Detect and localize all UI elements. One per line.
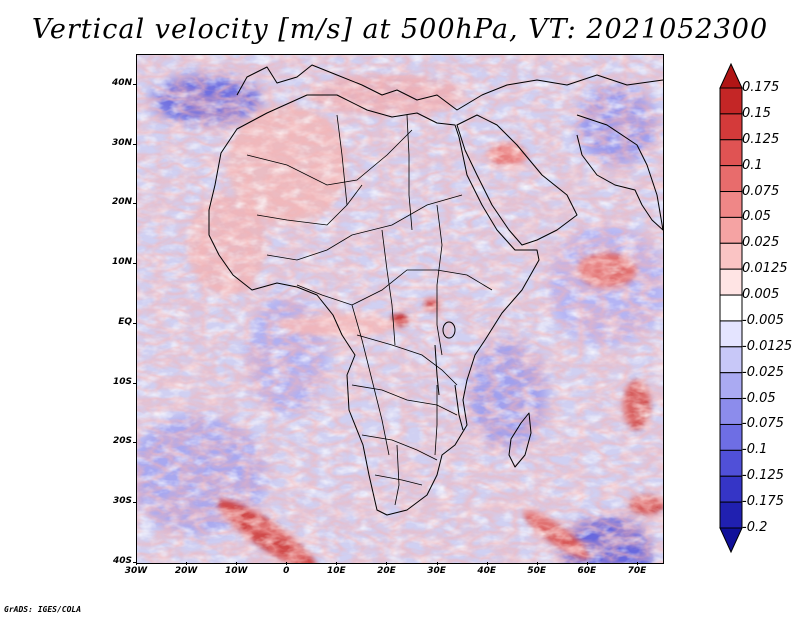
colorbar-level-label: 0.05 — [742, 209, 771, 225]
lon-tick-label: 0 — [283, 566, 290, 576]
colorbar-level-label: -0.2 — [742, 520, 768, 535]
lat-tick-label: EQ — [118, 316, 132, 327]
lat-tick-mark — [133, 83, 136, 85]
colorbar-box — [719, 268, 743, 296]
colorbar-top-arrow — [719, 62, 743, 89]
lon-tick-mark — [136, 562, 137, 565]
colorbar-level-label: 0.125 — [742, 131, 780, 147]
lon-tick-label: 10E — [327, 566, 346, 576]
lat-tick-mark — [133, 322, 136, 324]
lon-tick-mark — [286, 562, 288, 565]
map-plot-area — [136, 54, 664, 564]
colorbar-level-label: 0.075 — [742, 183, 780, 199]
colorbar-box — [719, 242, 743, 270]
lat-tick-label: 10S — [112, 376, 132, 387]
lon-tick-mark — [586, 562, 588, 565]
lon-tick-label: 30E — [427, 566, 446, 576]
colorbar-box — [719, 346, 743, 374]
lat-tick-mark — [133, 562, 136, 563]
colorbar-box — [719, 216, 743, 244]
colorbar-level-label: -0.005 — [742, 312, 784, 328]
red-streak-texture — [137, 55, 663, 563]
lon-tick-mark — [336, 562, 338, 565]
lon-tick-mark — [386, 562, 388, 565]
colorbar-level-label: -0.175 — [742, 494, 784, 510]
colorbar-level-label: -0.1 — [742, 442, 768, 458]
colorbar-box — [719, 113, 743, 141]
lon-tick-label: 20E — [377, 566, 396, 576]
lon-tick-label: 50E — [527, 566, 547, 576]
lon-tick-label: 20W — [174, 566, 198, 576]
lat-tick-label: 20N — [111, 197, 132, 208]
lat-tick-label: 30S — [112, 496, 132, 507]
colorbar-bottom-arrow — [719, 527, 743, 554]
lat-tick-label: 20S — [112, 436, 132, 447]
colorbar-level-label: -0.025 — [742, 364, 784, 380]
lon-tick-label: 60E — [577, 566, 597, 576]
lat-tick-mark — [133, 502, 136, 504]
velocity-field-map — [137, 55, 663, 563]
colorbar-level-label: -0.075 — [742, 416, 784, 432]
lon-tick-mark — [436, 562, 438, 565]
colorbar-level-label: -0.0125 — [742, 338, 793, 354]
colorbar-box — [719, 320, 743, 348]
colorbar-level-label: 0.15 — [742, 105, 771, 121]
colorbar-level-label: 0.005 — [742, 287, 780, 303]
lon-tick-mark — [486, 562, 488, 565]
lon-tick-label: 10W — [224, 566, 248, 576]
lon-tick-mark — [536, 562, 538, 565]
colorbar-box — [719, 139, 743, 167]
lat-tick-mark — [133, 143, 136, 145]
colorbar-box — [719, 87, 743, 115]
lon-tick-label: 40E — [477, 566, 496, 576]
lat-tick-label: 40N — [111, 77, 132, 88]
colorbar-level-label: 0.025 — [742, 235, 780, 251]
colorbar-level-label: 0.0125 — [742, 261, 788, 277]
colorbar-box — [719, 501, 743, 529]
colorbar-box — [719, 294, 743, 322]
colorbar — [719, 62, 743, 554]
map-title: Vertical velocity [m/s] at 500hPa, VT: 2… — [31, 14, 769, 45]
colorbar-level-label: 0.175 — [742, 80, 780, 95]
lakes — [434, 321, 464, 431]
coastlines — [208, 64, 663, 516]
lat-tick-mark — [133, 382, 136, 384]
lat-tick-mark — [133, 263, 136, 265]
credit-text: GrADS: IGES/COLA — [4, 605, 82, 614]
lon-tick-label: 30W — [124, 566, 148, 576]
lat-tick-mark — [133, 442, 136, 444]
colorbar-box — [719, 475, 743, 503]
lon-tick-mark — [236, 562, 238, 565]
colorbar-level-label: 0.1 — [742, 157, 763, 173]
colorbar-box — [719, 165, 743, 193]
colorbar-box — [719, 423, 743, 451]
colorbar-level-label: -0.125 — [742, 468, 784, 484]
lat-tick-label: 40S — [112, 556, 132, 566]
country-borders — [246, 114, 493, 506]
colorbar-box — [719, 449, 743, 477]
colorbar-box — [719, 372, 743, 400]
colorbar-level-label: -0.05 — [742, 390, 776, 406]
lon-tick-mark — [636, 562, 638, 565]
lat-tick-label: 30N — [111, 137, 132, 148]
lon-tick-mark — [186, 562, 188, 565]
lat-tick-mark — [133, 203, 136, 205]
lon-tick-label: 70E — [627, 566, 647, 576]
colorbar-box — [719, 191, 743, 218]
colorbar-box — [719, 398, 743, 425]
lat-tick-label: 10N — [111, 257, 132, 268]
